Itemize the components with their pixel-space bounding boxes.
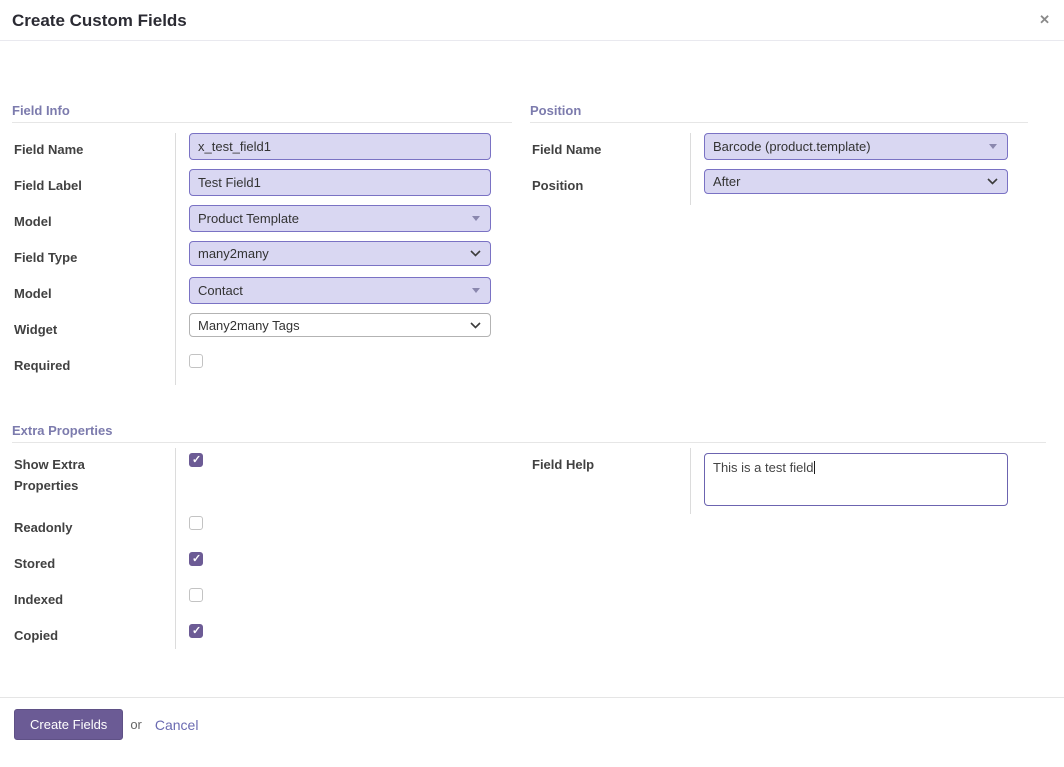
position-select[interactable]: After bbox=[704, 169, 1008, 194]
readonly-checkbox[interactable] bbox=[189, 516, 203, 530]
section-divider bbox=[12, 442, 1046, 443]
copied-checkbox[interactable] bbox=[189, 624, 203, 638]
copied-label: Copied bbox=[14, 628, 59, 643]
model-label: Model bbox=[14, 214, 52, 229]
chevron-down-icon bbox=[470, 321, 481, 329]
widget-row: Widget Many2many Tags bbox=[12, 313, 512, 349]
close-icon[interactable]: ✕ bbox=[1039, 12, 1050, 27]
stored-row: Stored bbox=[12, 547, 512, 583]
position-title: Position bbox=[530, 103, 582, 118]
readonly-row: Readonly bbox=[12, 511, 512, 547]
extra-right-column: Field Help This is a test field bbox=[530, 448, 1028, 514]
relation-model-row: Model Contact bbox=[12, 277, 512, 313]
dropdown-arrow-icon bbox=[989, 144, 997, 149]
extra-left-column: Show Extra Properties Readonly Stored bbox=[12, 448, 512, 655]
relation-model-select[interactable]: Contact bbox=[189, 277, 491, 304]
chevron-down-icon bbox=[470, 250, 481, 257]
indexed-label: Indexed bbox=[14, 592, 64, 607]
dropdown-arrow-icon bbox=[472, 288, 480, 293]
required-label: Required bbox=[14, 358, 71, 373]
field-label-row: Field Label bbox=[12, 169, 512, 205]
relation-model-label: Model bbox=[14, 286, 52, 301]
dialog-footer: Create Fields or Cancel bbox=[0, 697, 1064, 740]
field-help-textarea[interactable]: This is a test field bbox=[704, 453, 1008, 506]
field-info-title: Field Info bbox=[12, 103, 70, 118]
section-divider bbox=[12, 122, 512, 123]
field-type-select-value: many2many bbox=[198, 246, 269, 261]
readonly-label: Readonly bbox=[14, 520, 73, 535]
field-help-label: Field Help bbox=[532, 457, 595, 472]
field-label-label: Field Label bbox=[14, 178, 82, 193]
dialog-body: Field Info Field Name Field Label Model bbox=[0, 41, 1064, 655]
position-select-value: After bbox=[713, 174, 741, 189]
indexed-checkbox[interactable] bbox=[189, 588, 203, 602]
cancel-link[interactable]: Cancel bbox=[154, 716, 199, 733]
dropdown-arrow-icon bbox=[472, 216, 480, 221]
field-type-label: Field Type bbox=[14, 250, 78, 265]
widget-select-value: Many2many Tags bbox=[198, 317, 300, 333]
required-checkbox[interactable] bbox=[189, 354, 203, 368]
position-field-name-row: Field Name Barcode (product.template) bbox=[530, 133, 1028, 169]
position-row: Position After bbox=[530, 169, 1028, 205]
or-separator-text: or bbox=[130, 717, 142, 732]
position-section: Position Field Name Barcode (product.tem… bbox=[530, 103, 1028, 205]
show-extra-row: Show Extra Properties bbox=[12, 448, 512, 511]
show-extra-label: Show Extra Properties bbox=[14, 457, 85, 493]
widget-select[interactable]: Many2many Tags bbox=[189, 313, 491, 337]
dialog-title: Create Custom Fields bbox=[12, 11, 187, 30]
widget-label: Widget bbox=[14, 322, 58, 337]
field-name-row: Field Name bbox=[12, 133, 512, 169]
relation-model-select-value: Contact bbox=[198, 283, 243, 298]
model-row: Model Product Template bbox=[12, 205, 512, 241]
field-label-input[interactable] bbox=[189, 169, 491, 196]
field-name-label: Field Name bbox=[14, 142, 84, 157]
extra-properties-section: Extra Properties Show Extra Properties R… bbox=[12, 423, 1046, 655]
copied-row: Copied bbox=[12, 619, 512, 655]
field-name-input[interactable] bbox=[189, 133, 491, 160]
section-divider bbox=[530, 122, 1028, 123]
position-field-name-label: Field Name bbox=[532, 142, 602, 157]
indexed-row: Indexed bbox=[12, 583, 512, 619]
field-help-row: Field Help This is a test field bbox=[530, 448, 1028, 514]
show-extra-checkbox[interactable] bbox=[189, 453, 203, 467]
chevron-down-icon bbox=[987, 178, 998, 185]
field-type-row: Field Type many2many bbox=[12, 241, 512, 277]
stored-label: Stored bbox=[14, 556, 56, 571]
required-row: Required bbox=[12, 349, 512, 385]
stored-checkbox[interactable] bbox=[189, 552, 203, 566]
field-help-text: This is a test field bbox=[713, 460, 814, 475]
position-field-name-value: Barcode (product.template) bbox=[713, 139, 871, 154]
position-label: Position bbox=[532, 178, 584, 193]
extra-properties-title: Extra Properties bbox=[12, 423, 113, 438]
position-field-name-select[interactable]: Barcode (product.template) bbox=[704, 133, 1008, 160]
field-info-section: Field Info Field Name Field Label Model bbox=[12, 103, 512, 385]
field-type-select[interactable]: many2many bbox=[189, 241, 491, 266]
model-select[interactable]: Product Template bbox=[189, 205, 491, 232]
model-select-value: Product Template bbox=[198, 211, 299, 226]
create-fields-button[interactable]: Create Fields bbox=[14, 709, 124, 740]
text-caret bbox=[814, 461, 816, 474]
dialog-header: Create Custom Fields ✕ bbox=[0, 0, 1064, 41]
